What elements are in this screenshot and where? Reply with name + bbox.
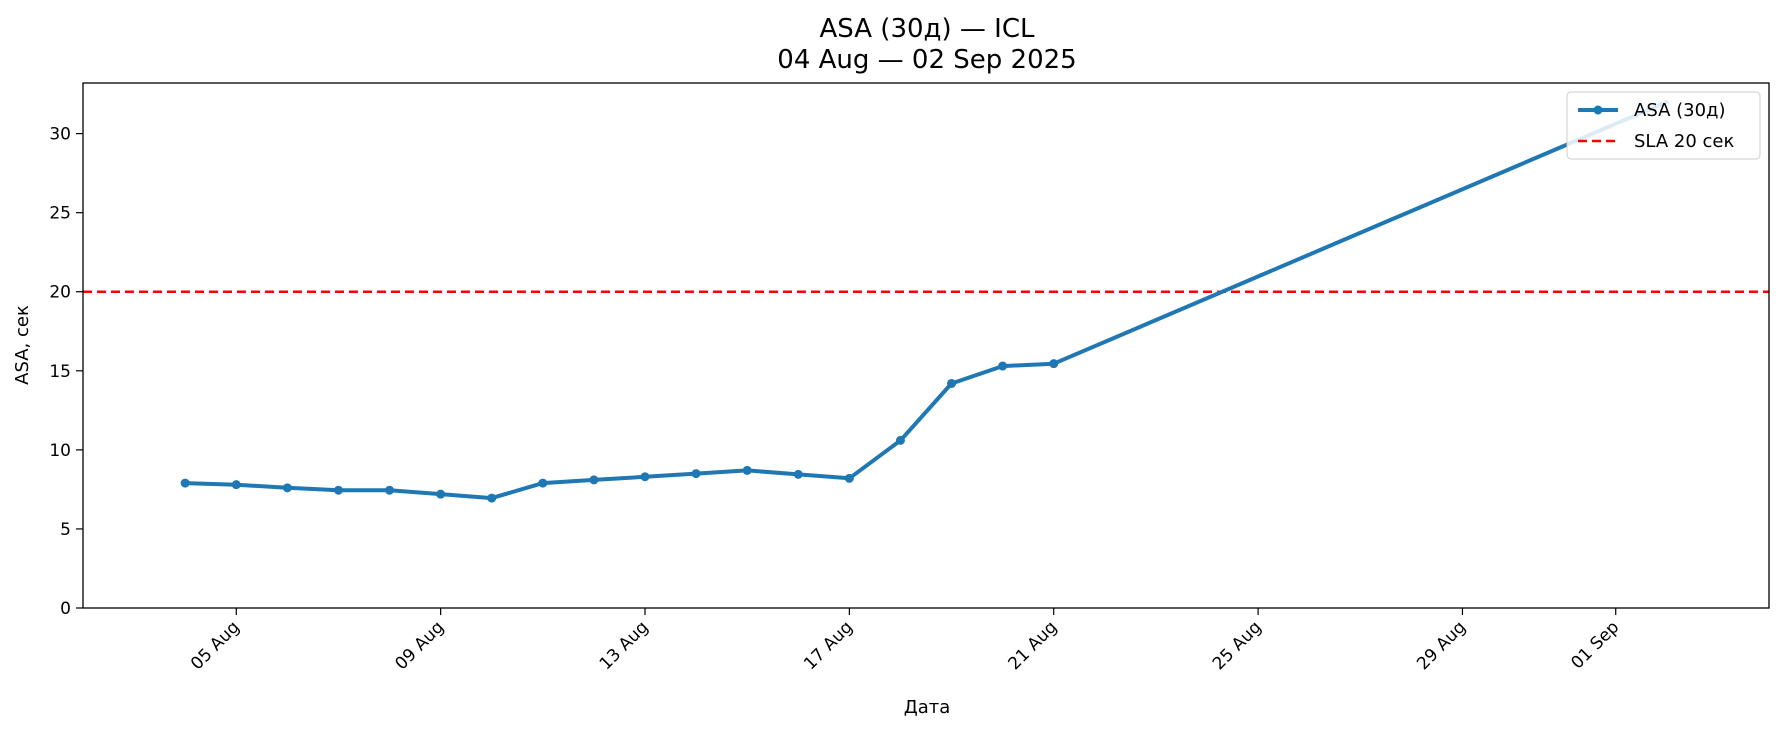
asa-data-point xyxy=(640,472,650,482)
x-tick-label: 29 Aug xyxy=(1413,617,1470,674)
asa-data-point xyxy=(538,478,548,488)
y-tick-label: 5 xyxy=(60,520,71,540)
asa-data-point xyxy=(282,483,292,493)
y-tick-label: 10 xyxy=(49,441,71,461)
x-axis-ticks: 05 Aug 09 Aug 13 Aug 17 Aug 21 Aug 25 Aug 29 A… xyxy=(187,608,1623,674)
asa-data-point xyxy=(895,435,905,445)
x-tick-label: 21 Aug xyxy=(1005,617,1062,674)
y-tick-label: 0 xyxy=(60,599,71,619)
y-axis-ticks: 0 5 10 15 20 25 30 xyxy=(49,125,83,619)
legend: ASA (30д) SLA 20 сек xyxy=(1566,91,1761,160)
asa-data-point xyxy=(998,361,1008,371)
x-tick-label: 13 Aug xyxy=(596,617,653,674)
x-tick-label: 05 Aug xyxy=(187,617,244,674)
legend-asa-label: ASA (30д) xyxy=(1634,100,1726,121)
x-tick-label: 01 Sep xyxy=(1567,617,1623,673)
asa-data-point xyxy=(487,493,497,503)
asa-data-point xyxy=(1049,359,1059,369)
asa-data-point xyxy=(947,378,957,388)
y-tick-label: 15 xyxy=(49,362,71,382)
asa-data-point xyxy=(793,469,803,479)
asa-data-point xyxy=(742,465,752,475)
y-axis-label: ASA, сек xyxy=(12,305,33,385)
y-tick-label: 20 xyxy=(49,283,71,303)
asa-data-point xyxy=(436,489,446,499)
asa-data-point xyxy=(231,480,241,490)
axes-frame xyxy=(82,82,1770,609)
y-tick-label: 30 xyxy=(49,125,71,145)
asa-data-point xyxy=(333,485,343,495)
chart-subtitle: 04 Aug — 02 Sep 2025 xyxy=(777,45,1076,75)
plot-area xyxy=(82,82,1770,609)
chart-title: ASA (30д) — ICL xyxy=(819,14,1035,44)
asa-data-point xyxy=(691,469,701,479)
legend-sla-label: SLA 20 сек xyxy=(1634,131,1734,152)
x-axis-label: Дата xyxy=(904,697,951,718)
asa-data-point xyxy=(589,475,599,485)
legend-asa-marker xyxy=(1593,105,1603,115)
x-tick-label: 25 Aug xyxy=(1209,617,1266,674)
asa-series-line xyxy=(183,100,1669,501)
asa-data-point xyxy=(180,478,190,488)
x-tick-label: 17 Aug xyxy=(800,617,857,674)
y-tick-label: 25 xyxy=(49,204,71,224)
asa-data-point xyxy=(844,473,854,483)
x-tick-label: 09 Aug xyxy=(391,617,448,674)
asa-data-point xyxy=(385,485,395,495)
